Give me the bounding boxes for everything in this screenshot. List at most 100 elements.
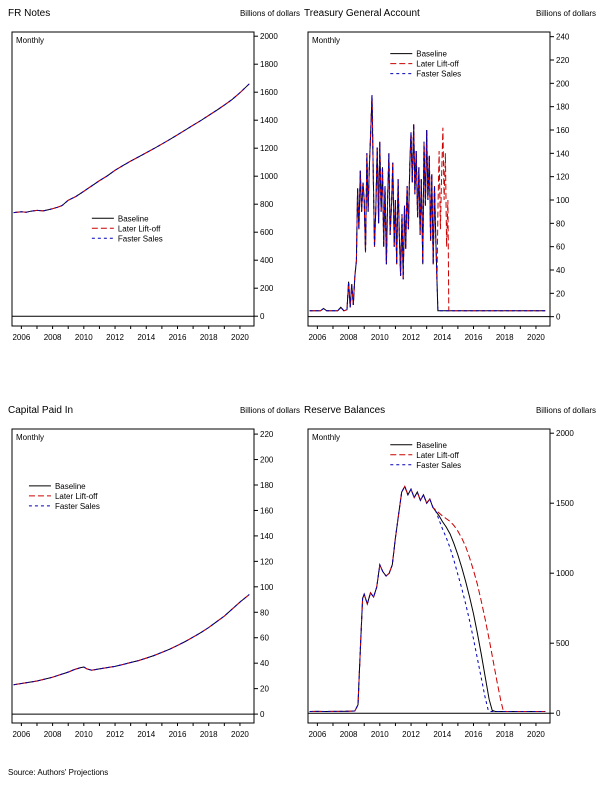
y-tick-label: 20 [260,685,269,694]
y-tick-label: 140 [556,149,570,158]
frequency-label: Monthly [16,433,44,442]
chart-canvas-treasury-general-account: 0 20 40 60 80 100 120 140 160 180 200 220 240 2006 200… [307,31,570,342]
legend-label: Faster Sales [416,70,461,79]
y-tick-label: 0 [260,312,265,321]
x-tick-label: 2020 [527,333,545,342]
axis-unit-label: Billions of dollars [535,9,596,18]
y-tick-label: 20 [556,289,565,298]
legend-label: Faster Sales [55,502,100,511]
x-tick-label: 2008 [44,730,62,739]
panel-reserve-balances: Reserve Balances Billions of dollars 0 50… [302,405,598,754]
chart-title: Treasury General Account [304,8,420,19]
y-tick-label: 1200 [260,144,278,153]
series-line [13,83,250,214]
y-tick-label: 220 [260,430,274,439]
legend-label: Later Lift-off [416,451,459,460]
y-tick-label: 2000 [556,429,574,438]
y-tick-label: 60 [556,243,565,252]
frequency-label: Monthly [16,36,44,45]
series-line [13,594,250,686]
series-line [309,485,546,713]
y-tick-label: 100 [260,583,274,592]
chart-canvas-reserve-balances: 0 500 1000 1500 2000 2006 2008 2010 2012 2014 2016… [307,428,574,739]
chart-canvas-fr-notes: 0 200 400 600 800 1000 1200 1400 1600 1800 2000 200… [11,31,278,342]
axis-unit-label: Billions of dollars [239,406,300,415]
y-tick-label: 100 [556,196,570,205]
legend-label: Baseline [416,50,447,59]
x-tick-label: 2016 [465,730,483,739]
legend-label: Faster Sales [416,461,461,470]
x-tick-label: 2020 [231,730,249,739]
chart-title: FR Notes [8,8,51,19]
chart-title: Reserve Balances [304,405,386,416]
y-tick-label: 200 [260,456,274,465]
chart-canvas-capital-paid-in: 0 20 40 60 80 100 120 140 160 180 200 220 2006 2008 20… [11,428,274,739]
series-line [13,594,250,686]
x-tick-label: 2012 [402,730,420,739]
plot-frame [11,428,255,724]
x-tick-label: 2016 [465,333,483,342]
y-tick-label: 2000 [260,32,278,41]
legend-label: Later Lift-off [118,224,161,233]
x-tick-label: 2016 [169,730,187,739]
chart-grid: FR Notes Billions of dollars 0 200 400 600 8… [6,8,598,754]
series-line [309,485,546,713]
x-tick-label: 2006 [308,730,326,739]
x-tick-label: 2012 [106,730,124,739]
x-tick-label: 2008 [44,333,62,342]
frequency-label: Monthly [312,433,340,442]
y-tick-label: 0 [556,709,561,718]
x-tick-label: 2006 [12,730,30,739]
y-tick-label: 1000 [260,172,278,181]
x-tick-label: 2014 [137,333,155,342]
plot-frame [307,31,551,327]
legend-label: Baseline [416,441,447,450]
x-tick-label: 2008 [340,333,358,342]
panel-header: Reserve Balances Billions of dollars [302,405,598,423]
x-tick-label: 2018 [496,730,514,739]
legend-label: Baseline [118,214,149,223]
x-tick-label: 2010 [371,333,389,342]
x-tick-label: 2018 [496,333,514,342]
x-tick-label: 2006 [12,333,30,342]
y-tick-label: 40 [556,266,565,275]
x-tick-label: 2010 [371,730,389,739]
y-tick-label: 160 [556,126,570,135]
panel-header: FR Notes Billions of dollars [6,8,302,26]
axis-unit-label: Billions of dollars [535,406,596,415]
y-tick-label: 200 [260,284,274,293]
y-tick-label: 140 [260,532,274,541]
x-tick-label: 2010 [75,730,93,739]
y-tick-label: 1800 [260,60,278,69]
x-tick-label: 2014 [433,730,451,739]
x-tick-label: 2016 [169,333,187,342]
y-tick-label: 600 [260,228,274,237]
y-tick-label: 240 [556,33,570,42]
x-tick-label: 2020 [231,333,249,342]
legend-label: Baseline [55,482,86,491]
source-note: Source: Authors' Projections [8,768,109,777]
panel-header: Treasury General Account Billions of dol… [302,8,598,26]
x-tick-label: 2020 [527,730,545,739]
y-tick-label: 500 [556,639,570,648]
series-line [13,83,250,214]
y-tick-label: 160 [260,506,274,515]
y-tick-label: 800 [260,200,274,209]
series-line [309,94,546,312]
y-tick-label: 200 [556,79,570,88]
y-tick-label: 80 [556,219,565,228]
legend-label: Later Lift-off [55,492,98,501]
axis-unit-label: Billions of dollars [239,9,300,18]
panel-capital-paid-in: Capital Paid In Billions of dollars 0 20 4… [6,405,302,754]
series-line [309,94,546,312]
frequency-label: Monthly [312,36,340,45]
y-tick-label: 120 [556,173,570,182]
y-tick-label: 400 [260,256,274,265]
series-line [13,83,250,214]
y-tick-label: 1500 [556,499,574,508]
panel-treasury-general-account: Treasury General Account Billions of dol… [302,8,598,357]
y-tick-label: 0 [260,710,265,719]
x-tick-label: 2018 [200,333,218,342]
series-line [309,94,546,312]
panel-fr-notes: FR Notes Billions of dollars 0 200 400 600 8… [6,8,302,357]
